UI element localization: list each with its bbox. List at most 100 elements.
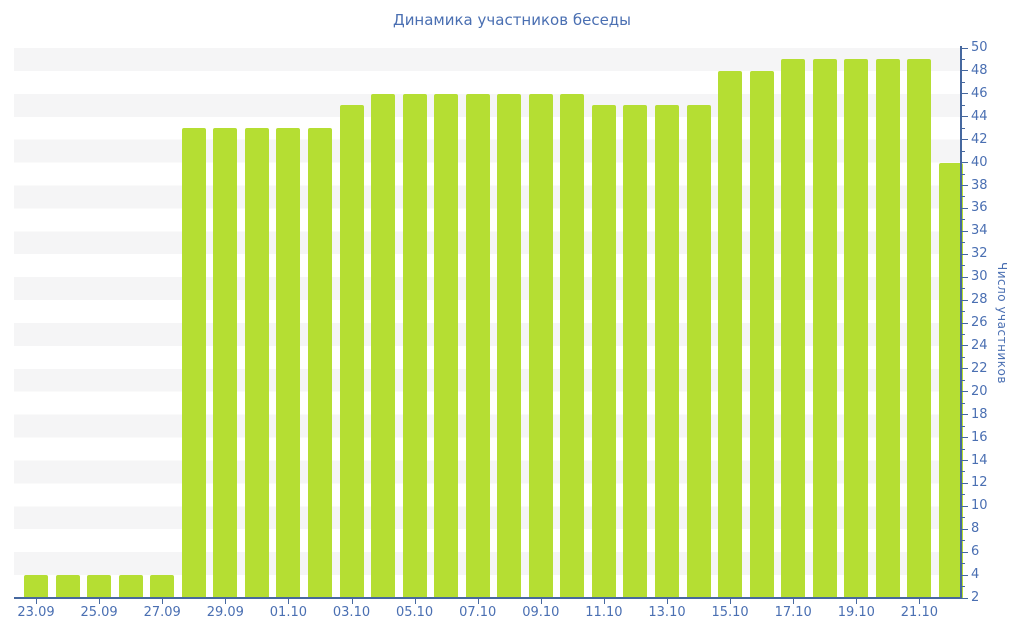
y-tick-label: 14 (971, 452, 988, 468)
bar-22.10 (938, 162, 963, 598)
y-tick-label: 8 (971, 521, 980, 537)
y-axis-title: Число участников (995, 262, 1009, 384)
y-tick-label: 26 (971, 315, 988, 330)
y-major-tick (962, 139, 968, 141)
x-tick-label: 25.09 (80, 605, 118, 620)
x-tick (414, 599, 416, 604)
bar-03.10 (339, 105, 364, 598)
chart-title: Динамика участников беседы (392, 11, 632, 29)
x-tick-label: 07.10 (459, 605, 497, 620)
y-minor-tick (962, 540, 965, 542)
bar-27.09 (150, 575, 175, 598)
bar-20.10 (875, 59, 900, 598)
y-tick-label: 16 (971, 429, 988, 445)
y-axis-line (960, 46, 962, 599)
y-tick-label: 48 (971, 62, 988, 78)
y-minor-tick (962, 173, 965, 175)
y-minor-tick (962, 425, 965, 427)
y-minor-tick (962, 265, 965, 267)
y-tick-label: 36 (971, 200, 988, 216)
y-major-tick (962, 299, 968, 301)
x-tick (856, 599, 858, 604)
bar-21.10 (907, 59, 932, 598)
y-minor-tick (962, 288, 965, 290)
bar-30.09 (244, 128, 269, 598)
bar-15.10 (718, 70, 743, 598)
bar-29.09 (213, 128, 238, 598)
y-major-tick (962, 185, 968, 186)
y-major-tick (962, 322, 968, 324)
y-minor-tick (962, 448, 965, 450)
y-tick-label: 22 (971, 360, 988, 376)
bar-16.10 (749, 70, 774, 598)
y-minor-tick (962, 402, 965, 404)
bar-26.09 (118, 575, 143, 598)
y-tick-label: 44 (971, 108, 988, 124)
y-major-tick (962, 482, 968, 484)
bar-11.10 (591, 105, 616, 598)
y-major-tick (962, 230, 968, 232)
x-tick-label: 11.10 (585, 605, 623, 620)
x-tick-label: 05.10 (395, 605, 434, 620)
bar-12.10 (623, 105, 648, 598)
y-minor-tick (962, 379, 965, 381)
y-minor-tick (962, 563, 965, 565)
y-minor-tick (962, 150, 965, 152)
x-tick (603, 599, 605, 604)
y-major-tick (962, 276, 968, 278)
x-tick (540, 599, 542, 604)
y-major-tick (962, 528, 968, 530)
x-tick-label: 09.10 (522, 605, 560, 620)
x-tick-label: 17.10 (774, 605, 812, 620)
y-tick-label: 42 (971, 131, 988, 147)
y-tick-label: 30 (971, 269, 988, 285)
x-axis-line (14, 597, 962, 599)
bar-06.10 (434, 93, 459, 598)
x-tick-label: 21.10 (900, 605, 938, 620)
y-tick-label: 4 (971, 567, 980, 583)
y-major-tick (962, 368, 968, 370)
y-tick-label: 46 (971, 85, 988, 101)
x-tick-label: 23.09 (17, 605, 55, 620)
bar-25.09 (87, 575, 112, 598)
x-tick-label: 13.10 (648, 605, 686, 620)
x-tick (730, 599, 732, 604)
x-tick-label: 03.10 (332, 605, 371, 620)
bar-07.10 (465, 93, 490, 598)
bar-08.10 (497, 93, 522, 598)
y-major-tick (962, 47, 968, 49)
x-tick (477, 599, 479, 604)
x-tick (919, 599, 921, 604)
y-major-tick (962, 253, 968, 255)
bar-10.10 (560, 93, 585, 598)
y-tick-label: 10 (971, 498, 988, 514)
x-tick (351, 599, 353, 604)
y-tick-label: 40 (971, 154, 988, 170)
y-tick-label: 50 (971, 40, 988, 55)
x-tick (162, 599, 164, 604)
x-tick-label: 27.09 (143, 605, 181, 620)
bar-23.09 (24, 575, 48, 598)
y-major-tick (962, 414, 968, 416)
x-tick (99, 599, 101, 604)
x-tick-label: 19.10 (837, 605, 875, 620)
y-minor-tick (962, 517, 965, 519)
bar-01.10 (276, 128, 301, 598)
y-major-tick (962, 551, 968, 553)
x-tick-label: 29.09 (206, 605, 244, 620)
y-minor-tick (962, 81, 965, 83)
x-tick-label: 15.10 (711, 605, 749, 620)
y-tick-label: 2 (971, 590, 980, 605)
bar-02.10 (307, 128, 332, 598)
y-major-tick (962, 437, 968, 439)
y-tick-label: 32 (971, 246, 988, 262)
x-tick (667, 599, 668, 604)
y-tick-label: 18 (971, 406, 988, 422)
y-minor-tick (962, 242, 965, 244)
y-minor-tick (962, 127, 965, 129)
y-major-tick (962, 162, 968, 164)
y-major-tick (962, 597, 968, 599)
bar-14.10 (686, 105, 711, 598)
y-tick-label: 34 (971, 223, 988, 239)
